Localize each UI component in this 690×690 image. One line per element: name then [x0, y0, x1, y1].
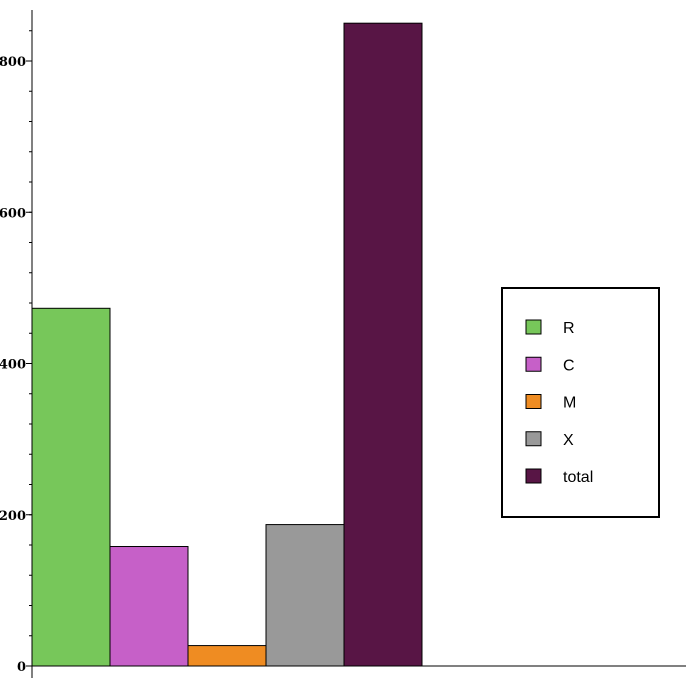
y-tick-label: 400: [0, 358, 26, 373]
legend-label-R: R: [563, 320, 575, 337]
bar-C: [109, 546, 189, 667]
legend-swatch-X: [525, 431, 542, 447]
bar-R: [31, 307, 111, 667]
y-ticks-group: 0 200 400 600 800: [0, 30, 32, 675]
legend-swatch-R: [525, 319, 542, 335]
legend-label-C: C: [563, 357, 575, 374]
legend-swatch-M: [525, 394, 542, 409]
bar-total: [343, 22, 423, 667]
legend-swatch-C: [525, 356, 542, 372]
bars-group: [31, 22, 423, 667]
y-tick-label: 800: [0, 55, 26, 70]
legend-label-total: total: [563, 469, 593, 486]
y-tick-label: 200: [0, 509, 26, 524]
legend-swatch-total: [525, 468, 542, 484]
bar-X: [265, 524, 345, 667]
legend-label-X: X: [563, 432, 574, 449]
y-tick-label: 600: [0, 206, 26, 221]
bar-M: [187, 645, 267, 667]
legend-label-M: M: [563, 395, 576, 412]
y-tick-label: 0: [17, 660, 26, 675]
